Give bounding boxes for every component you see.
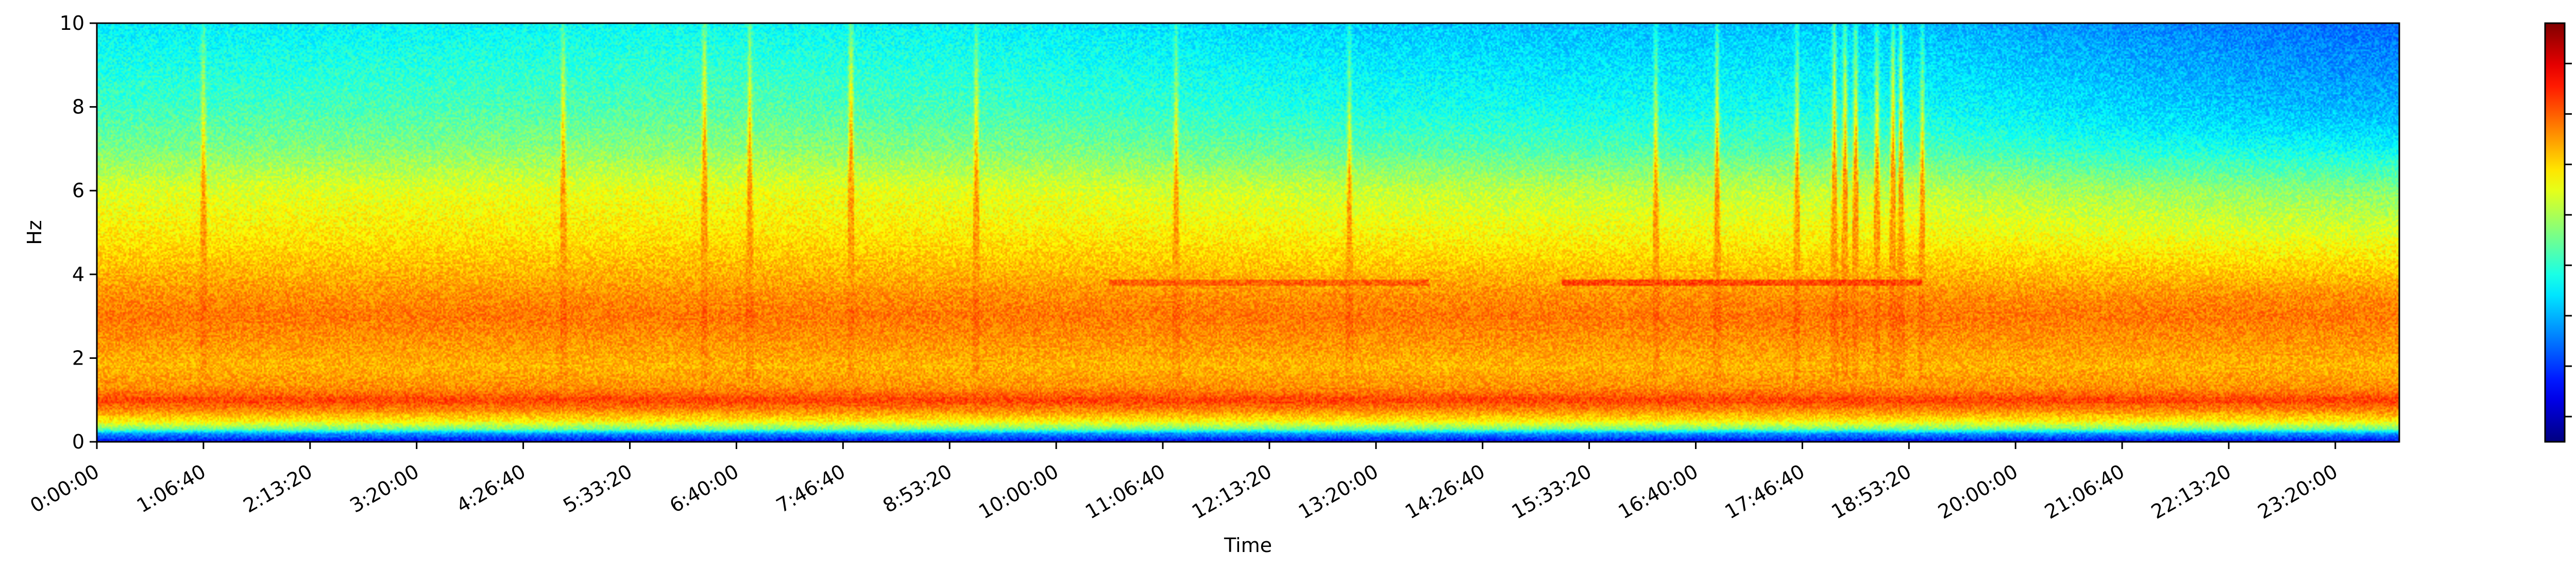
- x-tick-label: 16:40:00: [1615, 460, 1702, 523]
- y-tick-label: 2: [72, 347, 84, 369]
- x-axis-label: Time: [1224, 534, 1272, 557]
- x-tick-label: 15:33:20: [1508, 460, 1596, 523]
- x-tick-label: 21:06:40: [2041, 460, 2128, 523]
- y-tick-label: 8: [72, 96, 84, 118]
- y-tick-label: 6: [72, 179, 84, 202]
- x-tick-label: 1:06:40: [133, 460, 210, 517]
- x-tick-label: 13:20:00: [1295, 460, 1382, 523]
- y-tick-label: 0: [72, 430, 84, 453]
- x-tick-label: 17:46:40: [1721, 460, 1808, 523]
- x-tick-label: 8:53:20: [879, 460, 956, 517]
- x-tick-label: 2:13:20: [240, 460, 316, 517]
- spectrogram-heatmap: [97, 23, 2399, 442]
- x-axis: 0:00:00 1:06:40 2:13:20 3:20:00 4:26:40 5:33:…: [26, 442, 2342, 524]
- x-tick-label: 22:13:20: [2147, 460, 2235, 523]
- y-tick-label: 10: [60, 12, 84, 35]
- plot-frame: [96, 22, 2400, 443]
- x-tick-label: 20:00:00: [1934, 460, 2022, 523]
- x-tick-label: 0:00:00: [26, 460, 103, 517]
- x-tick-label: 3:20:00: [346, 460, 423, 517]
- colorbar: -10 dB-20 dB-30 dB-40 dB-50 dB-60 dB-70 …: [2544, 22, 2572, 443]
- y-tick-label: 4: [72, 263, 84, 286]
- x-tick-label: 12:13:20: [1188, 460, 1276, 523]
- x-tick-label: 23:20:00: [2254, 460, 2342, 523]
- colorbar-gradient: [2544, 22, 2566, 443]
- spectrogram-canvas: [97, 23, 2399, 442]
- x-tick-label: 10:00:00: [975, 460, 1062, 523]
- y-axis: 0 2 4 6 8 10: [60, 12, 97, 453]
- x-tick-label: 7:46:40: [772, 460, 849, 517]
- x-tick-label: 11:06:40: [1081, 460, 1169, 523]
- x-tick-label: 4:26:40: [453, 460, 530, 517]
- spectrogram-plot-area: [96, 22, 2400, 443]
- x-tick-label: 14:26:40: [1401, 460, 1489, 523]
- x-tick-label: 5:33:20: [559, 460, 636, 517]
- x-tick-label: 6:40:00: [666, 460, 742, 517]
- x-tick-label: 18:53:20: [1827, 460, 1915, 523]
- y-axis-label: Hz: [23, 220, 46, 245]
- colorbar-ticks: -10 dB-20 dB-30 dB-40 dB-50 dB-60 dB-70 …: [2565, 62, 2572, 418]
